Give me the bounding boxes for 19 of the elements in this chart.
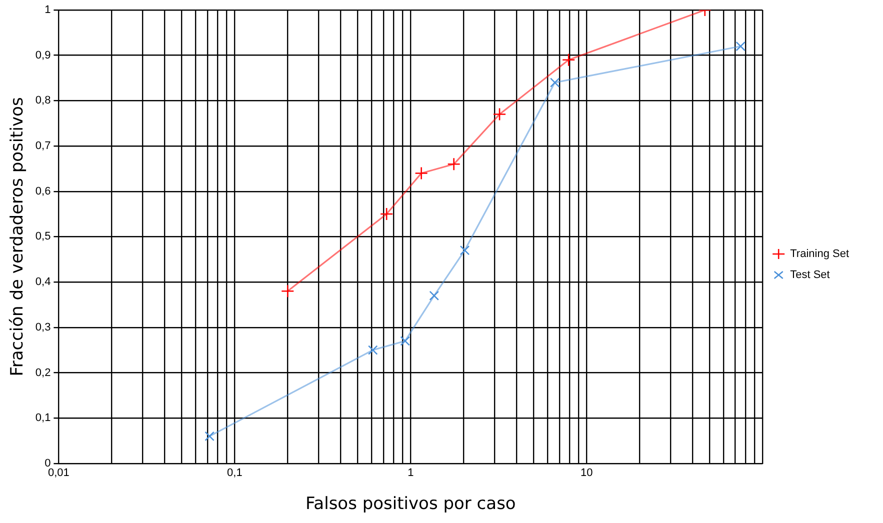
y-tick-label: 0,2: [35, 366, 51, 379]
y-tick-label: 1: [44, 4, 51, 16]
y-tick-label: 0,9: [35, 49, 51, 62]
legend-label: Training Set: [790, 248, 850, 260]
y-tick-label: 0: [44, 457, 51, 470]
y-tick-label: 0,3: [35, 321, 51, 334]
y-tick-label: 0,6: [35, 185, 51, 198]
x-tick-label: 0,1: [227, 467, 242, 480]
y-tick-label: 0,1: [35, 412, 51, 424]
y-tick-label: 0,4: [35, 276, 51, 288]
x-axis-title: Falsos positivos por caso: [305, 494, 516, 514]
x-tick-label: 0,01: [48, 467, 70, 480]
x-tick-label: 1: [408, 467, 414, 480]
y-axis-title: Fracción de verdaderos positivos: [8, 97, 28, 376]
y-tick-label: 0,8: [35, 94, 51, 107]
y-tick-label: 0,5: [35, 230, 51, 243]
legend-label: Test Set: [790, 269, 830, 282]
x-tick-label: 10: [580, 467, 593, 480]
y-tick-label: 0,7: [35, 140, 51, 152]
